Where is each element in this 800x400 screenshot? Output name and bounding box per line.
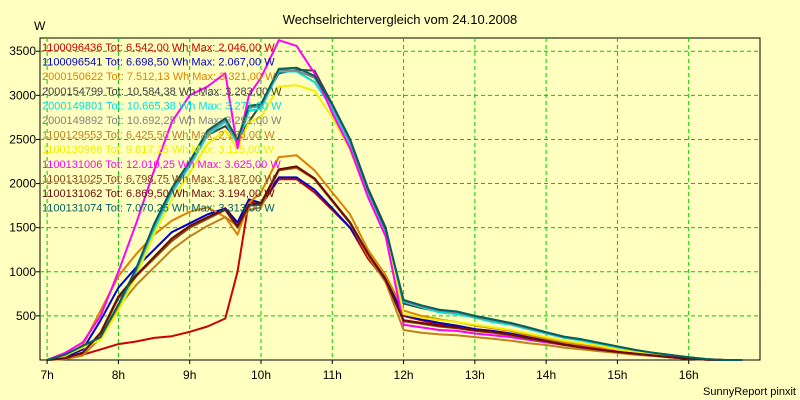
legend-entry: 1100129553 Tot: 6.425,50 Wh Max: 2.176,0… bbox=[42, 130, 275, 142]
legend-entry: 1100131006 Tot: 12.010,25 Wh Max: 3.625,… bbox=[42, 159, 281, 171]
series-lines bbox=[46, 39, 743, 361]
x-tick-label: 16h bbox=[679, 368, 699, 382]
x-tick-label: 10h bbox=[251, 368, 271, 382]
series-line-12 bbox=[46, 66, 743, 361]
y-tick-label: 3000 bbox=[9, 88, 36, 102]
legend: 1100096436 Tot: 6.542,00 Wh Max: 2.046,0… bbox=[42, 42, 282, 215]
y-tick-label: 3500 bbox=[9, 44, 36, 58]
series-line-11 bbox=[46, 165, 743, 361]
legend-entry: 2000154799 Tot: 10.584,38 Wh Max: 3.283,… bbox=[42, 86, 282, 98]
x-tick-label: 13h bbox=[465, 368, 485, 382]
footer-credit: SunnyReport pinxit bbox=[703, 386, 796, 398]
x-tick-label: 12h bbox=[394, 368, 414, 382]
legend-entry: 1100131025 Tot: 6.798,75 Wh Max: 3.187,0… bbox=[42, 173, 275, 185]
y-tick-label: 2500 bbox=[9, 132, 36, 146]
legend-entry: 1100131074 Tot: 7.070,25 Wh Max: 3.313,0… bbox=[42, 203, 275, 215]
x-tick-label: 11h bbox=[323, 368, 342, 382]
x-tick-label: 9h bbox=[183, 368, 196, 382]
legend-entry: 1100130966 Tot: 9.817,25 Wh Max: 3.115,0… bbox=[42, 144, 274, 156]
legend-entry: 2000149892 Tot: 10.692,25 Wh Max: 3.291,… bbox=[42, 115, 282, 127]
y-tick-label: 1500 bbox=[9, 221, 36, 235]
y-tick-label: 500 bbox=[16, 309, 36, 323]
x-tick-label: 14h bbox=[536, 368, 556, 382]
x-tick-label: 8h bbox=[112, 368, 125, 382]
legend-entry: 1100096436 Tot: 6.542,00 Wh Max: 2.046,0… bbox=[42, 42, 275, 54]
y-tick-label: 1000 bbox=[9, 265, 36, 279]
y-axis-unit-label: W bbox=[34, 19, 46, 33]
legend-entry: 2000150622 Tot: 7.512,13 Wh Max: 3.321,0… bbox=[42, 71, 276, 83]
legend-entry: 1100096541 Tot: 6.698,50 Wh Max: 2.067,0… bbox=[42, 57, 275, 69]
legend-entry: 2000149801 Tot: 10.665,38 Wh Max: 3.271,… bbox=[42, 100, 282, 112]
legend-entry: 1100131062 Tot: 6.869,50 Wh Max: 3.194,0… bbox=[42, 188, 275, 200]
axes: 7h 8h 9h 10h 11h 12h 13h 14h 15h 16h 500 1000 1500 20… bbox=[9, 44, 698, 382]
x-tick-label: 7h bbox=[40, 368, 53, 382]
y-tick-label: 2000 bbox=[9, 177, 36, 191]
x-tick-label: 15h bbox=[607, 368, 627, 382]
chart-title: Wechselrichtervergleich vom 24.10.2008 bbox=[283, 12, 518, 27]
